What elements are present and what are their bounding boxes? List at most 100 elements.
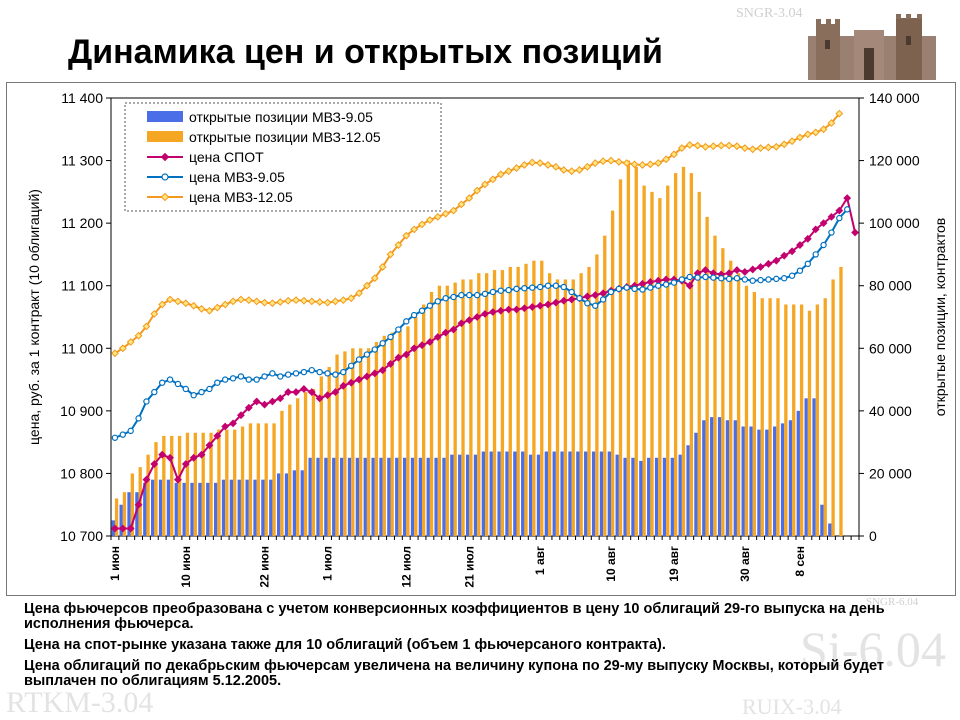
series-point-2 (158, 300, 167, 309)
series-point-0 (181, 460, 190, 468)
series-point-2 (670, 150, 678, 159)
series-point-0 (843, 194, 852, 203)
series-point-1 (119, 431, 127, 438)
series-point-0 (780, 251, 789, 260)
series-point-1 (670, 279, 678, 286)
series-point-1 (324, 370, 331, 377)
series-point-1 (135, 415, 142, 422)
series-point-2 (362, 281, 371, 290)
series-point-2 (709, 142, 718, 151)
series-point-2 (544, 161, 552, 169)
series-point-0 (370, 369, 379, 378)
series-point-0 (756, 263, 765, 271)
bar-oi-sep (308, 457, 312, 536)
series-point-1 (552, 282, 560, 289)
series-point-1 (765, 276, 772, 283)
series-point-0 (528, 303, 537, 311)
series-point-2 (520, 161, 529, 169)
series-point-0 (559, 296, 568, 305)
series-point-1 (481, 290, 489, 298)
series-point-1 (836, 214, 843, 222)
bar-oi-dec (547, 273, 552, 536)
bar-oi-sep (450, 454, 454, 536)
bar-oi-dec (579, 273, 583, 536)
bar-oi-dec (768, 298, 772, 536)
x-tick-label: 10 июн (179, 546, 193, 588)
series-point-1 (733, 275, 741, 282)
series-point-0 (260, 400, 269, 409)
series-point-1 (229, 375, 237, 382)
series-point-1 (529, 284, 536, 291)
series-point-0 (733, 266, 741, 274)
bar-oi-dec (406, 326, 410, 536)
series-point-1 (686, 273, 693, 281)
series-point-2 (740, 144, 749, 152)
bar-oi-dec (516, 266, 520, 536)
bar-oi-dec (366, 348, 371, 536)
bar-oi-dec (485, 273, 489, 536)
legend-label: цена МВЗ-12.05 (189, 189, 293, 205)
y-right-tick-label: 120 000 (869, 153, 920, 169)
bar-oi-sep (253, 479, 257, 536)
bar-oi-dec (154, 442, 158, 536)
series-point-1 (473, 291, 481, 299)
bar-oi-dec (681, 166, 686, 536)
series-point-1 (347, 362, 355, 370)
bar-oi-dec (429, 291, 434, 536)
bar-oi-sep (276, 473, 281, 536)
series-point-0 (488, 308, 497, 316)
bar-oi-dec (445, 285, 449, 536)
series-point-2 (315, 298, 324, 306)
bar-oi-sep (513, 451, 517, 536)
series-point-1 (269, 370, 276, 377)
series-point-1 (308, 366, 315, 374)
bar-oi-sep (426, 457, 430, 536)
series-point-1 (796, 267, 804, 274)
series-point-0 (237, 411, 245, 420)
series-point-2 (638, 161, 647, 169)
series-point-0 (362, 372, 371, 381)
series-point-1 (489, 288, 497, 296)
series-point-0 (174, 475, 182, 484)
y-left-tick-label: 11 400 (61, 90, 103, 106)
series-point-1 (363, 351, 371, 358)
series-point-2 (268, 299, 277, 308)
series-point-1 (647, 284, 654, 291)
bar-oi-dec (713, 235, 717, 536)
series-point-0 (748, 265, 757, 274)
bar-oi-dec (114, 498, 119, 536)
series-point-2 (433, 212, 442, 221)
series-point-0 (567, 295, 576, 304)
series-point-2 (142, 322, 151, 331)
bar-oi-dec (673, 173, 678, 536)
bar-oi-sep (702, 420, 706, 536)
bar-oi-dec (453, 282, 457, 536)
series-point-1 (788, 272, 796, 279)
series-point-2 (174, 297, 182, 306)
series-point-2 (630, 160, 639, 169)
series-point-0 (158, 450, 167, 459)
bar-oi-dec (492, 270, 497, 536)
series-point-1 (221, 376, 229, 383)
series-point-2 (819, 125, 828, 134)
bar-oi-sep (166, 479, 171, 536)
series-point-1 (843, 206, 851, 213)
bar-oi-sep (694, 432, 698, 536)
bar-oi-dec (296, 398, 300, 536)
series-point-1 (158, 379, 166, 386)
series-point-2 (244, 296, 253, 305)
bar-oi-dec (540, 260, 544, 536)
series-point-2 (701, 142, 710, 151)
series-point-0 (386, 360, 395, 368)
series-point-0 (803, 234, 812, 243)
series-point-0 (323, 391, 332, 400)
series-point-1 (623, 284, 630, 291)
series-point-0 (126, 524, 135, 533)
bar-oi-dec (422, 304, 426, 536)
series-point-2 (118, 344, 127, 353)
series-point-0 (425, 338, 434, 346)
series-point-0 (268, 397, 277, 406)
series-point-0 (205, 441, 214, 450)
series-point-0 (819, 219, 828, 228)
bar-oi-dec (634, 166, 638, 536)
